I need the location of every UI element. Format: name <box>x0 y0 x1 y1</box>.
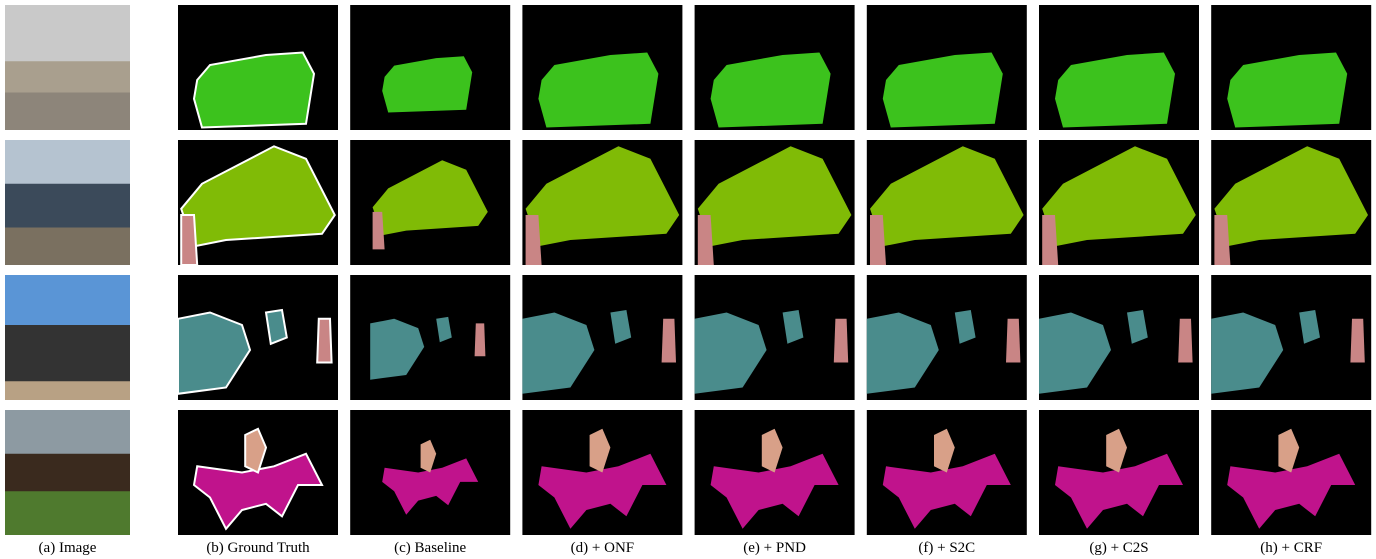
photo-region <box>5 325 130 381</box>
segment <box>1350 319 1364 363</box>
caption: (b) Ground Truth <box>206 540 310 556</box>
page: (a) Image (b) Ground Truth (c) Baseline (d)… <box>0 0 1376 559</box>
photo-region <box>5 61 130 92</box>
segment <box>1178 319 1192 363</box>
caption: (e) + PND <box>743 540 806 556</box>
segment <box>834 319 848 363</box>
photo-region <box>5 454 130 492</box>
caption: (c) Baseline <box>394 540 466 556</box>
segment <box>475 323 486 356</box>
segment <box>181 215 197 265</box>
caption: (f) + S2C <box>918 540 975 556</box>
photo-region <box>5 184 130 228</box>
photo-region <box>5 275 130 331</box>
figure: (a) Image (b) Ground Truth (c) Baseline (d)… <box>0 0 1376 559</box>
segment <box>194 53 314 128</box>
segment <box>1006 319 1020 363</box>
segment <box>317 319 331 363</box>
caption: (d) + ONF <box>571 540 634 556</box>
segment <box>266 310 287 344</box>
photo-region <box>5 410 130 460</box>
caption: (h) + CRF <box>1260 540 1322 556</box>
caption: (g) + C2S <box>1089 540 1148 556</box>
caption: (a) Image <box>39 540 97 556</box>
segment <box>662 319 676 363</box>
photo-region <box>5 228 130 266</box>
